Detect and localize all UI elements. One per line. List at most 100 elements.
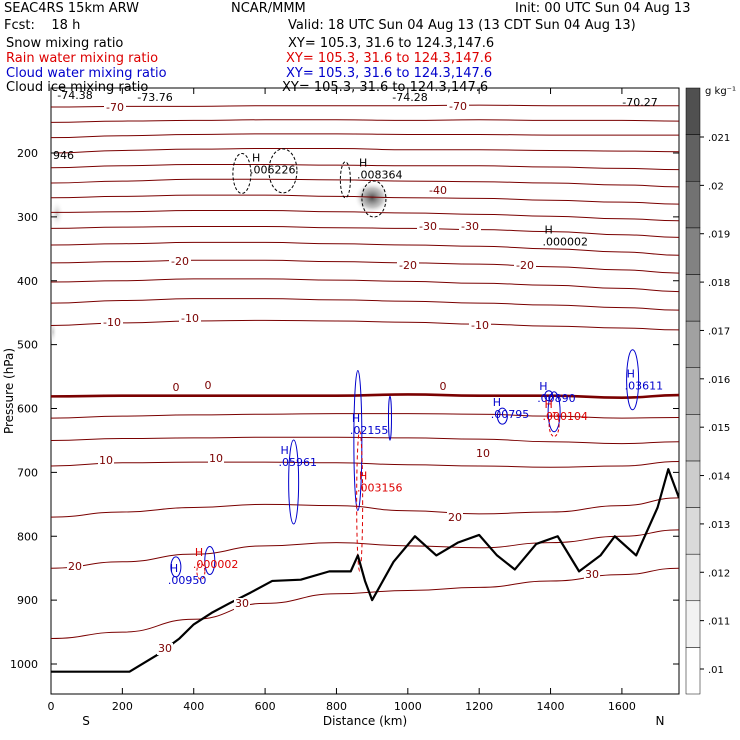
contour-label-bg — [104, 102, 126, 114]
temperature-contour — [51, 148, 679, 154]
max-marker-value: .00890 — [537, 392, 576, 405]
field-rain-xy: XY= 105.3, 31.6 to 124.3,147.6 — [286, 51, 493, 66]
cloud-water-contour — [288, 439, 300, 525]
field-rain-name: Rain water mixing ratio — [6, 51, 159, 66]
contour-label-bg — [98, 455, 114, 467]
temperature-contour — [51, 259, 679, 274]
rain-water-contour — [196, 562, 206, 580]
contour-label-bg — [208, 453, 224, 465]
x-tick-label: 1400 — [537, 700, 565, 713]
snow-contour — [339, 161, 351, 199]
x-axis-left-end-label: S — [82, 714, 90, 728]
temperature-contour — [51, 225, 679, 238]
max-marker-h: H — [493, 396, 501, 409]
max-marker-value: .000002 — [543, 236, 589, 249]
y-tick-label: 300 — [17, 211, 38, 224]
temperature-contour-label: -70 — [449, 100, 467, 113]
colorbar-tick-label: .014 — [708, 472, 730, 483]
init-time: Init: 00 UTC Sun 04 Aug 13 — [515, 1, 691, 16]
y-tick-label: 1000 — [10, 658, 38, 671]
cloud-water-contour — [496, 407, 508, 425]
max-marker-h: H — [627, 367, 635, 380]
contour-label-bg — [514, 260, 536, 272]
max-marker-h: H — [359, 157, 367, 170]
contour-label-bg — [234, 598, 250, 610]
colorbar-swatch — [685, 87, 701, 135]
colorbar-swatch — [685, 507, 701, 555]
plot-frame — [50, 87, 680, 695]
max-marker-h: H — [352, 412, 360, 425]
contour-label-bg — [171, 382, 181, 394]
field-cloudwater-xy: XY= 105.3, 31.6 to 124.3,147.6 — [286, 66, 493, 81]
x-axis-right-end-label: N — [656, 714, 665, 728]
max-marker-h: H — [545, 398, 553, 411]
valid-time: Valid: 18 UTC Sun 04 Aug 13 (13 CDT Sun … — [288, 18, 636, 33]
x-tick-label: 1000 — [394, 700, 422, 713]
contour-label-bg — [427, 185, 449, 197]
cloud-water-contour — [353, 369, 363, 511]
x-tick-label: 1600 — [608, 700, 636, 713]
colorbar-tick-label: .02 — [708, 181, 724, 192]
colorbar-swatch — [685, 227, 701, 275]
temperature-contour-label: -10 — [471, 319, 489, 332]
contour-labels: -74.38 -73.76 -74.28 -70.27 -70 -70 -40 -30 -30 -… — [53, 89, 658, 655]
colorbar-tick-label: .015 — [708, 423, 730, 434]
temperature-contour-label: -10 — [181, 312, 199, 325]
temperature-contour-label: -20 — [399, 259, 417, 272]
temperature-contour-label: 10 — [476, 447, 490, 460]
temperature-contour — [51, 436, 679, 445]
contour-label-bg — [169, 256, 191, 268]
y-axis-title: Pressure (hPa) — [2, 348, 16, 434]
y-tick-label: 500 — [17, 339, 38, 352]
snow-edge-shading — [51, 319, 57, 344]
terrain-layer — [51, 468, 679, 673]
temperature-contour — [51, 163, 679, 171]
temperature-contour — [51, 529, 679, 569]
temperature-contour — [51, 461, 679, 468]
temperature-contour-label: 30 — [235, 597, 249, 610]
temperature-contour-label: 0 — [205, 379, 212, 392]
temperature-contour-label: -73.76 — [137, 91, 172, 104]
max-marker-h: H — [170, 562, 178, 575]
temperature-contour-label: -30 — [419, 220, 437, 233]
x-tick-label: 0 — [48, 700, 55, 713]
temperature-contour-label: 30 — [585, 568, 599, 581]
contour-label-bg — [397, 260, 419, 272]
snow-edge-shading — [51, 199, 64, 228]
temperature-contour-label: 10 — [99, 454, 113, 467]
colorbar-tick-label: .019 — [708, 230, 730, 241]
temperature-contour-label: 20 — [68, 560, 82, 573]
field-snow-xy: XY= 105.3, 31.6 to 124.3,147.6 — [288, 36, 495, 51]
max-marker-value: .003156 — [357, 482, 403, 495]
max-markers: H.006226H.008364H.000002H.03611H.00890H.… — [168, 151, 663, 587]
colorbar-swatch — [685, 647, 701, 695]
max-marker-h: H — [195, 546, 203, 559]
temperature-contour — [51, 104, 679, 108]
temperature-contour — [51, 178, 679, 188]
edge-value-label: 946 — [53, 149, 74, 162]
temperature-contour-label: -70.27 — [622, 96, 657, 109]
temperature-contour-label: -74.38 — [57, 89, 92, 102]
max-marker-value: .000002 — [193, 558, 239, 571]
colorbar-swatch — [685, 134, 701, 182]
contour-label-bg — [438, 381, 448, 393]
cloud-water-contour — [204, 546, 216, 576]
max-marker-value: .000104 — [543, 410, 589, 423]
snow-contour — [361, 180, 387, 218]
colorbar-tick-label: .016 — [708, 375, 730, 386]
temperature-contour — [51, 209, 679, 222]
temperature-contour — [51, 413, 679, 419]
temperature-contour — [51, 133, 679, 139]
temperature-contour — [51, 119, 679, 123]
max-marker-value: .006226 — [250, 163, 295, 176]
temperature-contour-label: -74.28 — [392, 91, 427, 104]
contour-label-bg — [157, 643, 173, 655]
colorbar: .021 .02 .019 .018 .017 .016 .015 .014 .013 .012.… — [685, 87, 730, 695]
x-tick-label: 600 — [255, 700, 276, 713]
cloud-water-contour — [170, 556, 182, 578]
max-marker-h: H — [539, 380, 547, 393]
colorbar-tick-label: .012 — [708, 568, 730, 579]
temperature-contours — [51, 104, 679, 639]
temperature-contour — [51, 298, 679, 311]
